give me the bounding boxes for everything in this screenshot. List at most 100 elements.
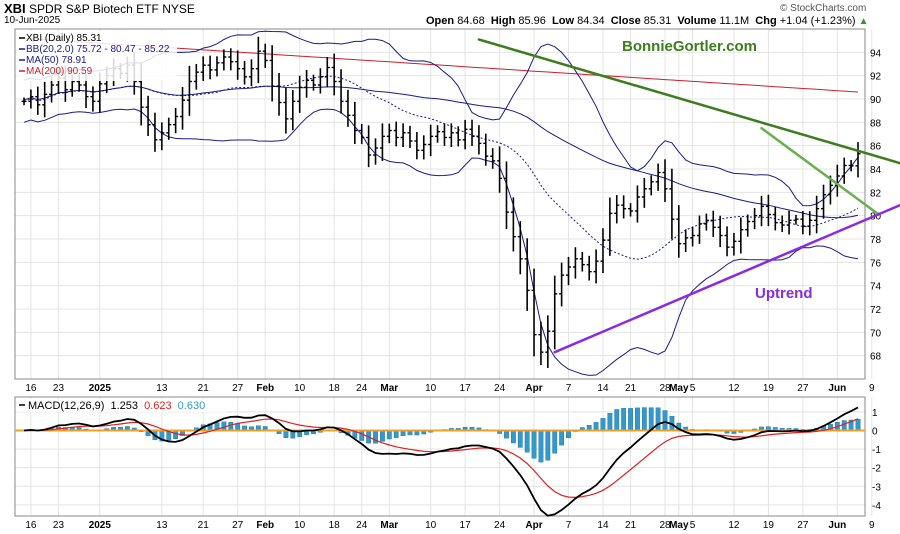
low-value: 84.34 [577,15,605,27]
macd-y-tick-label: 1 [872,408,878,419]
macd-histogram-bar [552,430,558,454]
price-x-tick-label: 12 [728,383,740,394]
macd-x-tick-label: 13 [156,520,168,531]
price-x-tick-label: 27 [797,383,809,394]
chg-value: +1.04 (+1.23%) [779,15,856,27]
macd-x-tick-label: 7 [566,520,572,531]
macd-histogram-bar [235,423,241,431]
price-x-tick-label: 24 [356,383,368,394]
light-green-resistance-line [760,126,880,216]
price-x-tick-label: 10 [425,383,437,394]
macd-x-tick-label: 24 [494,520,506,531]
chart-date: 10-Jun-2025 [4,15,61,26]
source-credit: © StockCharts.com [780,3,867,14]
macd-histogram-bar [559,430,565,446]
bb-lower-band [23,108,859,376]
macd-x-tick-label: 27 [797,520,809,531]
price-y-tick-label: 94 [870,48,882,59]
macd-x-tick-label: 17 [460,520,472,531]
macd-x-tick-label: 16 [25,520,37,531]
price-y-tick-label: 76 [870,258,882,269]
macd-histogram-bar [283,430,289,438]
price-x-tick-label: Apr [525,383,542,394]
ticker-symbol: XBI [4,1,26,16]
macd-x-tick-label: Feb [256,520,274,531]
macd-histogram-bar [607,412,613,431]
price-overlays [23,30,859,376]
green-resistance-line [477,38,900,165]
macd-histogram-bar [538,430,544,463]
price-bars [21,36,861,368]
macd-legend-macd: 1.253 [110,400,138,412]
price-y-tick-label: 74 [870,282,882,293]
price-y-tick-label: 82 [870,188,882,199]
macd-histogram-bar [510,430,516,444]
macd-legend-label: MACD(12,26,9) [28,400,104,412]
macd-y-tick-label: -1 [872,445,881,456]
macd-histogram-bar [614,409,620,431]
price-x-tick-label: 21 [625,383,637,394]
macd-histogram-bar [841,420,847,431]
legend-ma50: MA(50) 78.91 [26,55,87,66]
macd-histogram-bar [593,422,599,431]
macd-x-tick-label: 23 [53,520,65,531]
macd-x-tick-label: 19 [763,520,775,531]
price-y-tick-label: 90 [870,95,882,106]
uptrend-support-line [553,203,900,354]
macd-histogram-bar [531,430,537,459]
price-y-axis: 68 70 72 74 76 78 80 82 84 86 88 90 92 94 [870,48,882,362]
macd-x-tick-label: 10 [294,520,306,531]
macd-x-tick-label: 28 [659,520,671,531]
price-x-tick-label: 13 [156,383,168,394]
price-x-tick-label: 10 [294,383,306,394]
price-x-tick-label: 28 [659,383,671,394]
macd-histogram-bar [648,407,654,431]
macd-x-tick-label: 21 [198,520,210,531]
macd-histogram-bar [359,430,365,441]
macd-histogram-bar [524,430,530,453]
trendlines [477,38,900,354]
macd-histogram-bar [173,430,179,439]
price-y-tick-label: 70 [870,328,882,339]
macd-grid [15,397,873,516]
macd-x-tick-label: 12 [728,520,740,531]
low-label: Low [552,15,575,27]
price-x-tick-label: Mar [380,383,398,394]
macd-x-tick-label: 2025 [89,520,112,531]
ma50-line [23,85,859,219]
price-x-axis: 16 23 2025 13 21 27 Feb 10 18 24 Mar 10 17 24 Apr 7 14 21… [25,383,875,394]
macd-x-tick-label: 24 [356,520,368,531]
watermark: BonnieGortler.com [622,38,757,55]
price-x-tick-label: Jun [828,383,846,394]
macd-histogram-bar [655,407,661,431]
macd-x-tick-label: 27 [232,520,244,531]
macd-legend-text: MACD(12,26,9) 1.253 0.623 0.630 [28,400,205,412]
macd-legend-signal: 0.623 [144,400,172,412]
volume-label: Volume [677,15,717,27]
volume-value: 11.1M [719,15,750,27]
open-value: 84.68 [457,15,485,27]
macd-legend-hist: 0.630 [178,400,206,412]
high-label: High [490,15,516,27]
price-x-tick-label: Feb [256,383,274,394]
macd-histogram-bar [380,430,385,442]
macd-x-tick-label: Mar [380,520,398,531]
macd-legend-box [17,399,227,412]
macd-line [23,406,859,517]
price-y-tick-label: 84 [870,165,882,176]
macd-y-tick-label: 0 [872,426,878,437]
macd-histogram-bar [628,408,633,431]
legend-ma200: MA(200) 90.59 [26,66,93,77]
price-x-tick-label: 9 [869,383,875,394]
price-x-tick-label: 5 [690,383,696,394]
ticker-name: SPDR S&P Biotech ETF [29,2,159,16]
macd-x-tick-label: 14 [597,520,609,531]
bb-middle-band [23,75,859,260]
price-x-tick-label: 18 [329,383,341,394]
macd-x-tick-label: 9 [869,520,875,531]
macd-histogram [21,407,861,463]
price-x-tick-label: 2025 [89,383,112,394]
price-x-tick-label: 27 [232,383,244,394]
price-panel-frame [14,28,866,380]
